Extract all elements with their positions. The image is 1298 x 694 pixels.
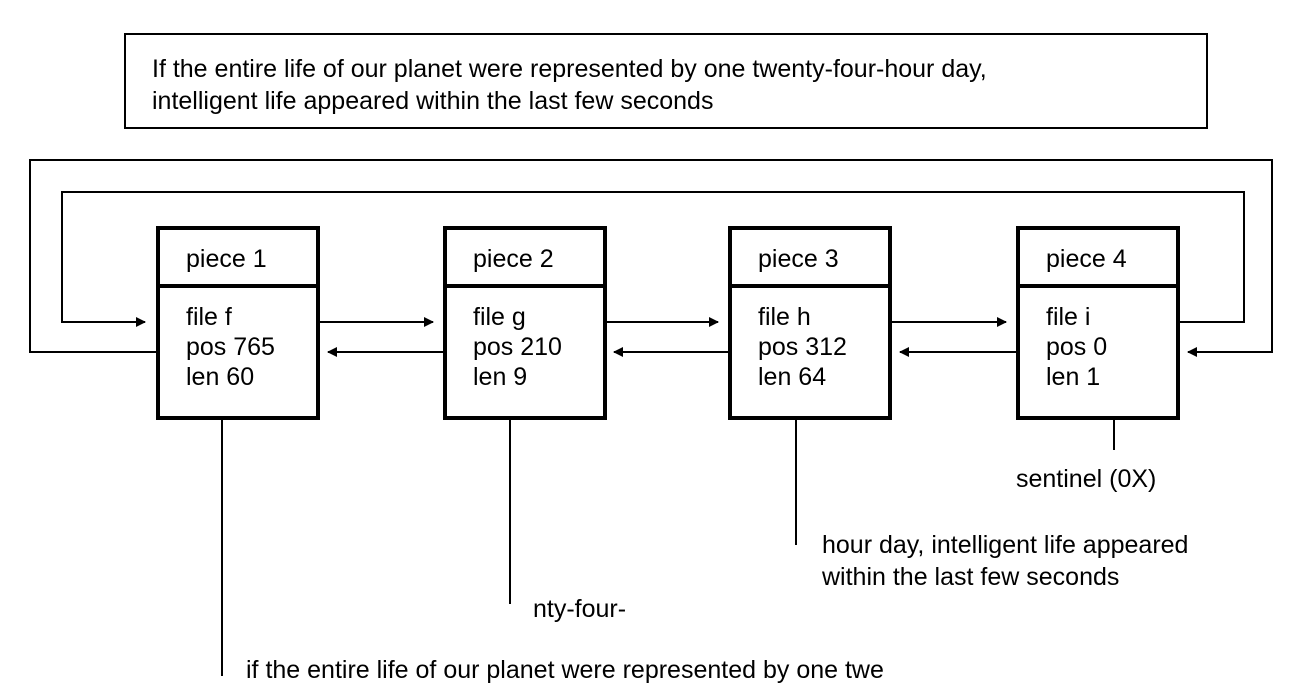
- piece1-text-label: if the entire life of our planet were re…: [246, 656, 884, 684]
- piece-node-3: piece 3 file h pos 312 len 64: [728, 226, 892, 420]
- piece-file: file h: [758, 303, 811, 331]
- piece-title: piece 4: [1020, 230, 1176, 288]
- wrap-link-inner: [61, 191, 1245, 327]
- piece-title: piece 1: [160, 230, 316, 288]
- piece-node-4: piece 4 file i pos 0 len 1: [1016, 226, 1180, 420]
- piece-file: file g: [473, 303, 526, 331]
- piece-pos: pos 765: [186, 333, 275, 361]
- piece-pos: pos 312: [758, 333, 847, 361]
- piece-file: file i: [1046, 303, 1091, 331]
- piece-title: piece 3: [732, 230, 888, 288]
- source-text-box: If the entire life of our planet were re…: [124, 33, 1208, 129]
- piece-len: len 9: [473, 363, 528, 391]
- piece-file: file f: [186, 303, 232, 331]
- piece-pos: pos 0: [1046, 333, 1108, 361]
- piece3-text-line-1: hour day, intelligent life appeared: [822, 531, 1189, 559]
- piece-node-1: piece 1 file f pos 765 len 60: [156, 226, 320, 420]
- piece2-text-label: nty-four-: [533, 595, 627, 623]
- piece-len: len 1: [1046, 363, 1101, 391]
- piece-len: len 64: [758, 363, 827, 391]
- source-text-line-2: intelligent life appeared within the las…: [152, 87, 714, 115]
- source-text-line-1: If the entire life of our planet were re…: [152, 55, 987, 83]
- piece-len: len 60: [186, 363, 255, 391]
- piece-pos: pos 210: [473, 333, 562, 361]
- piece-node-2: piece 2 file g pos 210 len 9: [443, 226, 607, 420]
- wrap-link-outer: [29, 159, 1273, 357]
- piece3-text-line-2: within the last few seconds: [822, 563, 1120, 591]
- piece-title: piece 2: [447, 230, 603, 288]
- sentinel-label: sentinel (0X): [1016, 465, 1157, 493]
